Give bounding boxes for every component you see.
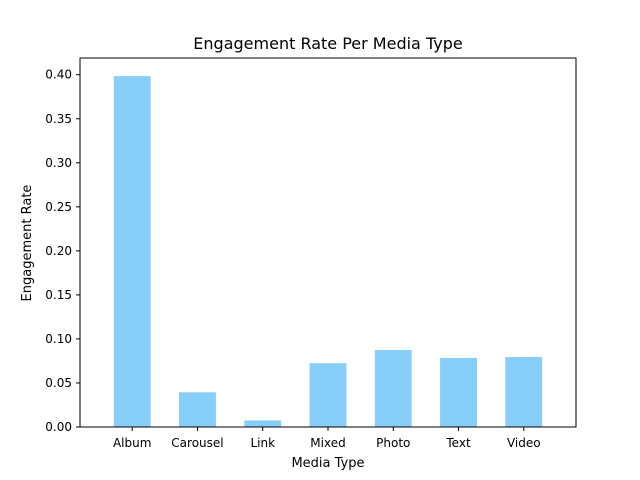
chart-title: Engagement Rate Per Media Type — [193, 34, 462, 53]
y-tick-label: 0.05 — [45, 376, 72, 390]
y-tick-label: 0.00 — [45, 420, 72, 434]
plot-frame — [79, 57, 577, 428]
x-tick-label: Photo — [376, 436, 410, 450]
y-axis-label: Engagement Rate — [20, 185, 35, 302]
x-tick-label: Video — [507, 436, 541, 450]
y-tick-label: 0.10 — [45, 332, 72, 346]
bar-mixed — [308, 362, 348, 428]
y-tick-label: 0.35 — [45, 112, 72, 126]
y-tick-label: 0.15 — [45, 288, 72, 302]
y-axis-ticks: 0.00 0.05 0.10 0.15 0.20 0.25 0.30 0.35 0.40 — [45, 68, 80, 434]
bars-group — [112, 75, 544, 428]
bar-video — [504, 356, 544, 428]
x-tick-label: Carousel — [171, 436, 223, 450]
x-tick-label: Link — [250, 436, 275, 450]
bar-text — [439, 356, 478, 428]
y-tick-label: 0.40 — [45, 68, 72, 82]
y-tick-label: 0.20 — [45, 244, 72, 258]
y-tick-label: 0.25 — [45, 200, 72, 214]
bar-carousel — [178, 391, 217, 428]
bar-photo — [373, 349, 413, 428]
y-tick-label: 0.30 — [45, 156, 72, 170]
x-axis-label: Media Type — [291, 456, 364, 471]
x-axis-ticks: Album Carousel Link Mixed Photo Text Video — [113, 427, 541, 450]
x-tick-label: Text — [445, 436, 471, 450]
bar-album — [112, 75, 152, 428]
bar-link — [243, 419, 283, 428]
x-tick-label: Mixed — [310, 436, 345, 450]
x-tick-label: Album — [113, 436, 151, 450]
